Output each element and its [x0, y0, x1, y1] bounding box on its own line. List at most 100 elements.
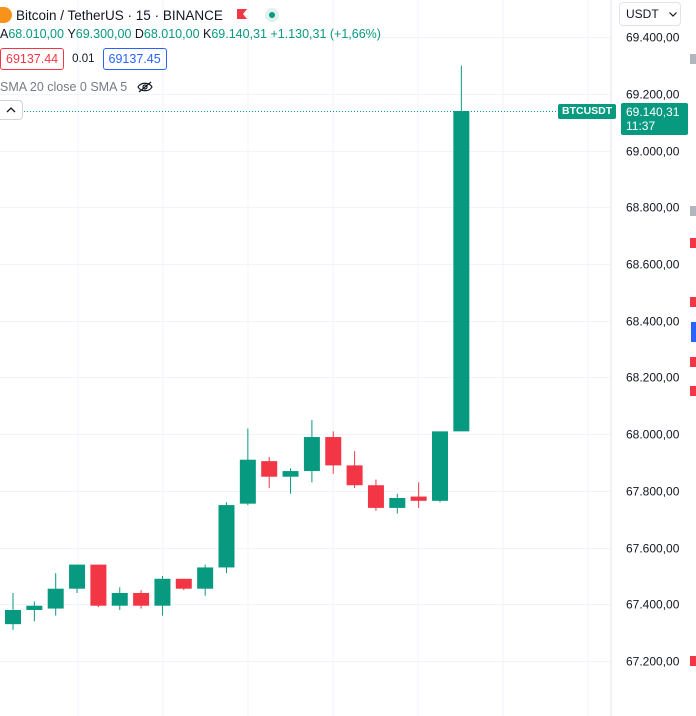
symbol-row: Bitcoin / TetherUS · 15 · BINANCE	[0, 6, 279, 24]
spread-value: 0.01	[72, 53, 95, 65]
candle-body-down	[175, 578, 192, 589]
candle-body-down	[410, 496, 427, 501]
candle	[5, 592, 21, 630]
candle-body-up	[389, 497, 406, 508]
edge-marker	[690, 386, 696, 396]
candle	[26, 601, 43, 622]
candle-body-down	[325, 437, 342, 466]
candle	[346, 451, 363, 489]
candle-body-up	[69, 564, 86, 589]
bitcoin-icon	[0, 7, 12, 23]
candle-body-up	[154, 578, 171, 606]
ohlc-row: А68.010,00 Y69.300,00 D68.010,00 K69.140…	[0, 27, 381, 41]
candle	[218, 502, 235, 574]
grid-layer	[0, 0, 611, 716]
sell-price-button[interactable]: 69137.44	[0, 48, 65, 70]
price-tick-label: 69.400,00	[626, 31, 680, 45]
edge-marker	[691, 322, 696, 342]
eye-crossed-icon[interactable]	[137, 81, 153, 93]
edge-marker	[690, 656, 696, 666]
candle-body-up	[197, 567, 214, 589]
price-tick-label: 69.000,00	[626, 145, 680, 159]
price-tick-label: 67.400,00	[626, 598, 680, 612]
price-tick-label: 68.800,00	[626, 201, 680, 215]
candle	[282, 468, 299, 494]
currency-label: USDT	[626, 7, 659, 21]
candle	[261, 456, 278, 489]
chevron-up-icon	[6, 107, 16, 113]
candle-body-up	[47, 588, 64, 609]
open-value: 68.010,00	[8, 27, 64, 41]
close-value: 69.140,31	[211, 27, 267, 41]
candle-body-down	[261, 461, 278, 477]
price-tick-label: 68.400,00	[626, 315, 680, 329]
price-tick-label: 68.000,00	[626, 428, 680, 442]
candle	[239, 428, 256, 506]
price-tick-label: 68.200,00	[626, 371, 680, 385]
candle-body-up	[26, 605, 43, 610]
candle	[175, 578, 192, 591]
price-tick-label: 68.600,00	[626, 258, 680, 272]
price-tick-label: 67.600,00	[626, 542, 680, 556]
quote-row: 69137.44 0.01 69137.45	[0, 48, 167, 70]
low-label: D	[134, 27, 144, 41]
bar-countdown: 11:37	[626, 118, 656, 133]
edge-marker	[690, 54, 696, 64]
candle-body-up	[432, 431, 448, 501]
collapse-legend-button[interactable]	[0, 100, 23, 120]
chevron-down-icon	[668, 11, 677, 17]
candles	[5, 65, 470, 630]
indicator-label[interactable]: SMA 20 close 0 SMA 5	[0, 80, 128, 94]
price-tick-label: 67.200,00	[626, 655, 680, 669]
candle	[133, 590, 150, 609]
price-tick-label: 67.800,00	[626, 485, 680, 499]
symbol-title[interactable]: Bitcoin / TetherUS · 15 · BINANCE	[16, 7, 223, 23]
candle	[303, 420, 320, 483]
candle	[90, 564, 107, 608]
indicator-row[interactable]: SMA 20 close 0 SMA 5	[0, 80, 153, 94]
candle-body-up	[453, 111, 470, 432]
open-label: А	[0, 27, 9, 41]
candle-body-up	[5, 609, 21, 625]
candle-body-down	[346, 465, 363, 486]
edge-marker	[690, 357, 696, 367]
candle-body-up	[111, 592, 128, 606]
low-value: 68.010,00	[143, 27, 200, 41]
change-value: +1.130,31 (+1,66%)	[270, 27, 381, 41]
currency-selector[interactable]: USDT	[619, 2, 681, 26]
candle-body-up	[239, 459, 256, 504]
candle-body-down	[367, 485, 384, 508]
candle-body-down	[133, 592, 150, 606]
buy-price-button[interactable]: 69137.45	[102, 48, 167, 70]
close-label: K	[203, 27, 212, 41]
candle	[432, 431, 448, 503]
symbol-price-label: BTCUSDT	[558, 103, 617, 119]
candle-body-up	[303, 437, 320, 472]
legend-panel: Bitcoin / TetherUS · 15 · BINANCE А68.01…	[0, 0, 610, 125]
flag-icon[interactable]	[235, 8, 249, 22]
candle	[197, 564, 214, 596]
edge-marker	[690, 206, 696, 216]
live-icon	[264, 8, 279, 22]
candle	[367, 479, 384, 511]
price-axis[interactable]: 67.200,00 67.400,00 67.600,00 67.800,00 68.0…	[626, 31, 680, 669]
candle-body-up	[218, 505, 235, 568]
candle	[389, 493, 406, 514]
candle	[47, 573, 64, 616]
last-price-tag: 69.140,31 11:37	[621, 102, 688, 135]
candle	[453, 65, 470, 432]
high-label: Y	[67, 27, 76, 41]
candle-body-up	[282, 471, 299, 477]
candle	[154, 575, 171, 616]
last-price-value: 69.140,31	[626, 104, 680, 119]
edge-marker	[690, 238, 696, 248]
edge-marker	[690, 297, 696, 307]
candle	[111, 587, 128, 610]
candle-body-down	[90, 564, 107, 606]
candle	[410, 482, 427, 508]
candle	[69, 564, 86, 593]
price-tick-label: 69.200,00	[626, 88, 680, 102]
high-value: 69.300,00	[75, 27, 132, 41]
candle	[325, 431, 342, 474]
